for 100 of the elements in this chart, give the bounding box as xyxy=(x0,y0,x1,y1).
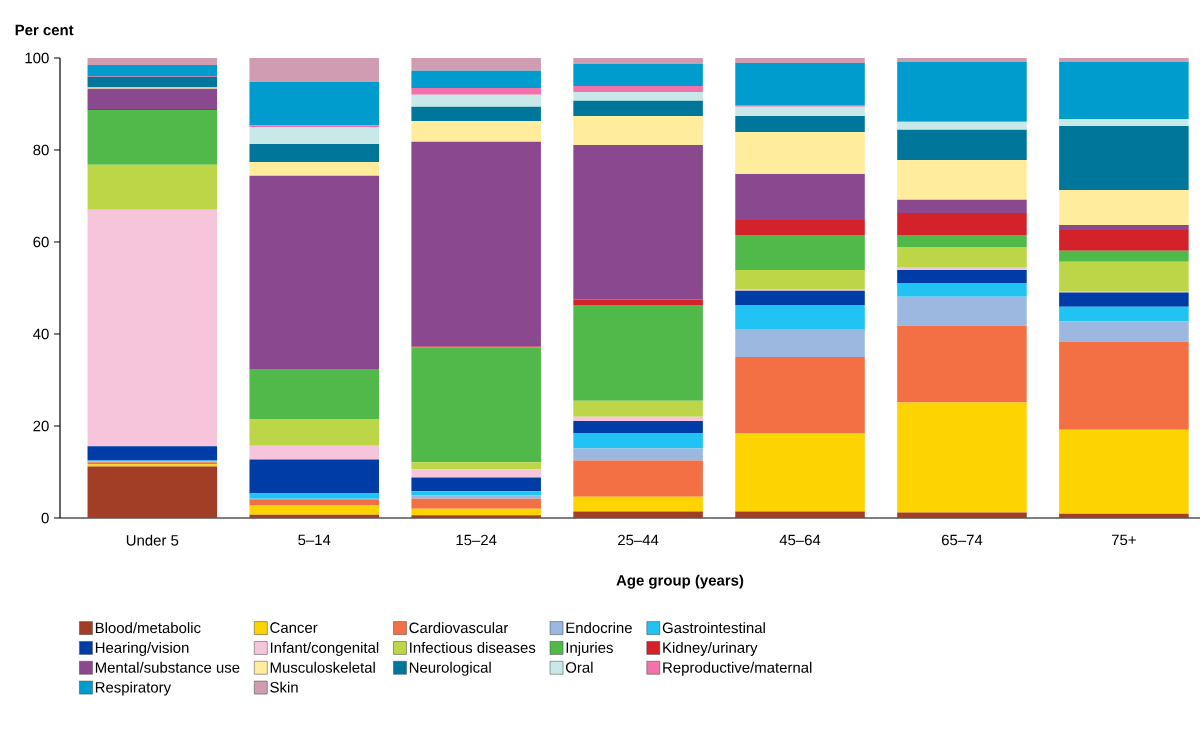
bar xyxy=(897,62,1027,121)
bar xyxy=(573,299,703,306)
bar xyxy=(897,402,1027,513)
bar xyxy=(1059,230,1189,251)
bar xyxy=(897,121,1027,130)
bar xyxy=(573,496,703,512)
bar xyxy=(411,141,541,347)
bar xyxy=(735,106,865,116)
bar xyxy=(411,87,541,95)
bar xyxy=(735,235,865,271)
y-tick-label: 40 xyxy=(33,328,49,340)
bar xyxy=(1059,306,1189,322)
bar xyxy=(573,400,703,417)
bar xyxy=(249,161,380,176)
bar xyxy=(735,305,865,330)
x-axis-title: Age group (years) xyxy=(616,574,744,589)
bar xyxy=(249,81,380,126)
x-tick-label: Under 5 xyxy=(126,534,179,546)
legend-label: Reproductive/maternal xyxy=(663,661,812,676)
bar xyxy=(573,92,703,101)
bar xyxy=(411,106,541,121)
bar xyxy=(573,460,703,497)
bar xyxy=(411,347,541,463)
bar xyxy=(735,173,865,220)
bar xyxy=(411,469,541,478)
bar xyxy=(411,515,541,518)
y-tick-label: 20 xyxy=(33,420,49,432)
bar xyxy=(735,329,865,357)
bar xyxy=(573,63,703,87)
bar xyxy=(897,282,1027,297)
bar xyxy=(1059,292,1189,307)
x-tick-label: 5–14 xyxy=(298,534,331,546)
bar xyxy=(249,445,380,460)
bar xyxy=(735,63,865,105)
bar xyxy=(249,126,380,144)
bar xyxy=(897,512,1027,518)
legend-label: Cancer xyxy=(270,622,318,633)
y-tick-label: 0 xyxy=(41,512,49,524)
bar xyxy=(897,296,1027,326)
bar xyxy=(249,57,380,82)
bar xyxy=(87,209,218,447)
bar xyxy=(1059,261,1189,292)
bar xyxy=(411,491,541,496)
bar xyxy=(411,121,541,142)
bar xyxy=(573,416,703,421)
legend-label: Oral xyxy=(565,661,593,673)
y-tick-label: 80 xyxy=(33,144,49,156)
bar xyxy=(1059,341,1189,430)
bar xyxy=(1059,250,1189,262)
bar xyxy=(573,100,703,116)
bar xyxy=(87,64,218,76)
bar xyxy=(249,505,380,515)
bar xyxy=(87,164,218,210)
bar xyxy=(87,466,218,518)
bar xyxy=(411,462,541,470)
bar xyxy=(735,132,865,174)
bar xyxy=(411,508,541,516)
x-tick-label: 15–24 xyxy=(456,534,497,546)
bar xyxy=(87,88,218,110)
bar xyxy=(897,57,1027,63)
bar xyxy=(897,129,1027,161)
y-tick-label: 100 xyxy=(25,52,49,64)
bar xyxy=(1059,429,1189,514)
bar xyxy=(735,356,865,433)
bar xyxy=(411,498,541,509)
legend-label: Musculoskeletal xyxy=(270,661,375,673)
bar xyxy=(1059,119,1189,127)
legend-label: Infant/congenital xyxy=(270,642,379,656)
bar xyxy=(573,115,703,145)
bar xyxy=(735,270,865,289)
bar xyxy=(897,213,1027,236)
x-tick-label: 65–74 xyxy=(941,534,983,546)
bar xyxy=(249,144,380,162)
bar xyxy=(735,115,865,133)
bar xyxy=(87,109,218,165)
bar xyxy=(897,270,1027,283)
y-tick-label: 60 xyxy=(33,236,49,248)
bar xyxy=(573,305,703,401)
bar xyxy=(573,432,703,449)
bar xyxy=(1059,57,1189,63)
bar xyxy=(735,432,865,512)
legend-label: Kidney/urinary xyxy=(663,642,758,656)
x-tick-label: 75+ xyxy=(1111,534,1136,546)
bar xyxy=(897,247,1027,268)
bar xyxy=(897,235,1027,248)
legend-label: Hearing/vision xyxy=(95,642,189,656)
bar xyxy=(1059,190,1189,225)
bar xyxy=(411,477,541,492)
bar xyxy=(411,70,541,88)
bar xyxy=(573,57,703,64)
y-axis-title: Per cent xyxy=(15,24,74,36)
bar xyxy=(87,76,218,88)
bar xyxy=(249,369,380,420)
legend-label: Cardiovascular xyxy=(409,622,509,634)
bar xyxy=(897,325,1027,403)
legend-label: Gastrointestinal xyxy=(662,622,765,634)
bar xyxy=(411,495,541,499)
bar xyxy=(735,219,865,236)
bar xyxy=(87,446,218,461)
bar xyxy=(411,94,541,107)
